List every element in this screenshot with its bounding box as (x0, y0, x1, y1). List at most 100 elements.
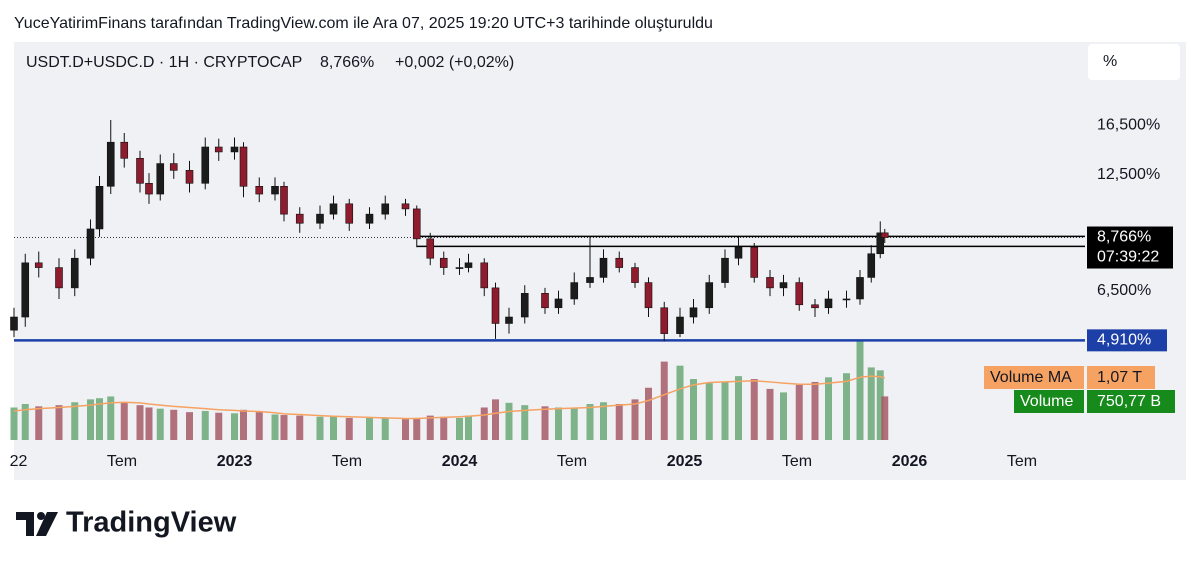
volume-bar (570, 407, 578, 440)
logo (16, 512, 58, 536)
candle-body (156, 163, 165, 195)
candle-body (631, 267, 639, 283)
candle-body (867, 253, 876, 278)
scale-button[interactable] (1088, 44, 1180, 80)
candle-body (255, 185, 264, 195)
candle-body (570, 282, 579, 300)
candle-body (106, 141, 115, 187)
candle-body (644, 282, 653, 309)
candle-body (541, 293, 549, 309)
volume-bar (645, 387, 652, 440)
brand: TradingView (66, 507, 237, 539)
volume-bar (750, 379, 758, 440)
volume-bar (35, 406, 43, 440)
candle-body (615, 257, 624, 268)
candle-body (554, 298, 563, 309)
volume-ma-value: 1,07 T (1097, 369, 1142, 386)
x-tick-label: Tem (1007, 453, 1037, 470)
candle-body (766, 277, 774, 289)
volume-bar (600, 402, 607, 440)
volume-bar (843, 373, 850, 440)
candle-body (520, 293, 529, 318)
volume-bar (631, 399, 639, 440)
candle-body (586, 277, 594, 283)
volume-bar (402, 419, 409, 440)
volume-bar (271, 414, 279, 440)
volume-bar (381, 418, 389, 440)
volume-ma-name: Volume MA (990, 369, 1072, 386)
candle-body (505, 316, 513, 324)
volume-bar (316, 416, 324, 440)
volume-bar (735, 376, 742, 440)
volume-bar (492, 399, 499, 440)
candle-body (365, 213, 374, 224)
candle-body (876, 232, 885, 255)
candle-body (271, 185, 279, 195)
volume-bar (145, 407, 153, 440)
candle-body (676, 316, 684, 334)
volume-name: Volume (1020, 393, 1073, 410)
candle-body (34, 262, 43, 268)
volume-bar (156, 408, 164, 440)
x-tick-label: Tem (557, 453, 587, 470)
volume-bar (136, 405, 144, 440)
support-tag (1087, 329, 1167, 352)
candle-body (329, 203, 338, 215)
volume-bar (107, 396, 115, 440)
volume-ma-line (13, 375, 885, 420)
volume-bar (825, 377, 832, 440)
candle-body (239, 146, 248, 187)
candle-body (856, 277, 864, 300)
candle-body (145, 182, 153, 195)
volume-bar (465, 415, 472, 440)
candle-body (705, 282, 714, 309)
volume-bar (71, 402, 79, 440)
volume-bar (255, 412, 263, 440)
volume-bar (721, 381, 729, 440)
volume-bar (215, 412, 223, 440)
volume-bar (521, 405, 529, 440)
volume-bar (780, 392, 787, 440)
volume-bar (676, 365, 684, 440)
volume-bar (615, 404, 623, 440)
volume-bar (426, 415, 434, 440)
volume-bar (690, 379, 697, 440)
candle-body (689, 307, 698, 318)
x-tick-label: 2023 (217, 453, 253, 470)
candle-body (55, 267, 63, 289)
candle-body (136, 157, 144, 184)
volume-bar (505, 402, 513, 440)
volume-bar (413, 417, 421, 440)
volume-value: 750,77 B (1097, 393, 1161, 410)
volume-bar (330, 416, 337, 440)
caption: YuceYatirimFinans tarafından TradingView… (14, 15, 713, 32)
candle-body (70, 257, 79, 289)
countdown: 07:39:22 (1097, 249, 1159, 266)
volume-bar (867, 367, 875, 440)
volume-bar (345, 417, 353, 440)
candle-body (95, 185, 104, 230)
plot: 22 Tem 2023 Tem 2024 Tem 2025 Tem 2026 Tem 16,500%… (10, 117, 1175, 470)
candle-body (280, 185, 288, 215)
volume-bar (231, 413, 238, 440)
candle-body (811, 304, 819, 309)
candle-body (230, 146, 239, 153)
candle-body (401, 203, 410, 210)
volume-bar (811, 381, 819, 440)
volume-bar (186, 412, 193, 440)
candle-body (21, 262, 30, 318)
volume-bar (55, 405, 63, 440)
candle-body (120, 141, 129, 159)
volume-bar (541, 406, 549, 440)
candle-body (345, 203, 354, 224)
candle-body (426, 238, 435, 259)
volume-bar (96, 398, 103, 440)
x-tick-label: 2025 (667, 453, 703, 470)
candle-body (842, 298, 851, 301)
last-price-tag (1087, 226, 1173, 269)
scale-button-label[interactable]: % (1103, 53, 1117, 70)
support-label: 4,910% (1097, 332, 1151, 349)
candle-body (412, 208, 421, 240)
